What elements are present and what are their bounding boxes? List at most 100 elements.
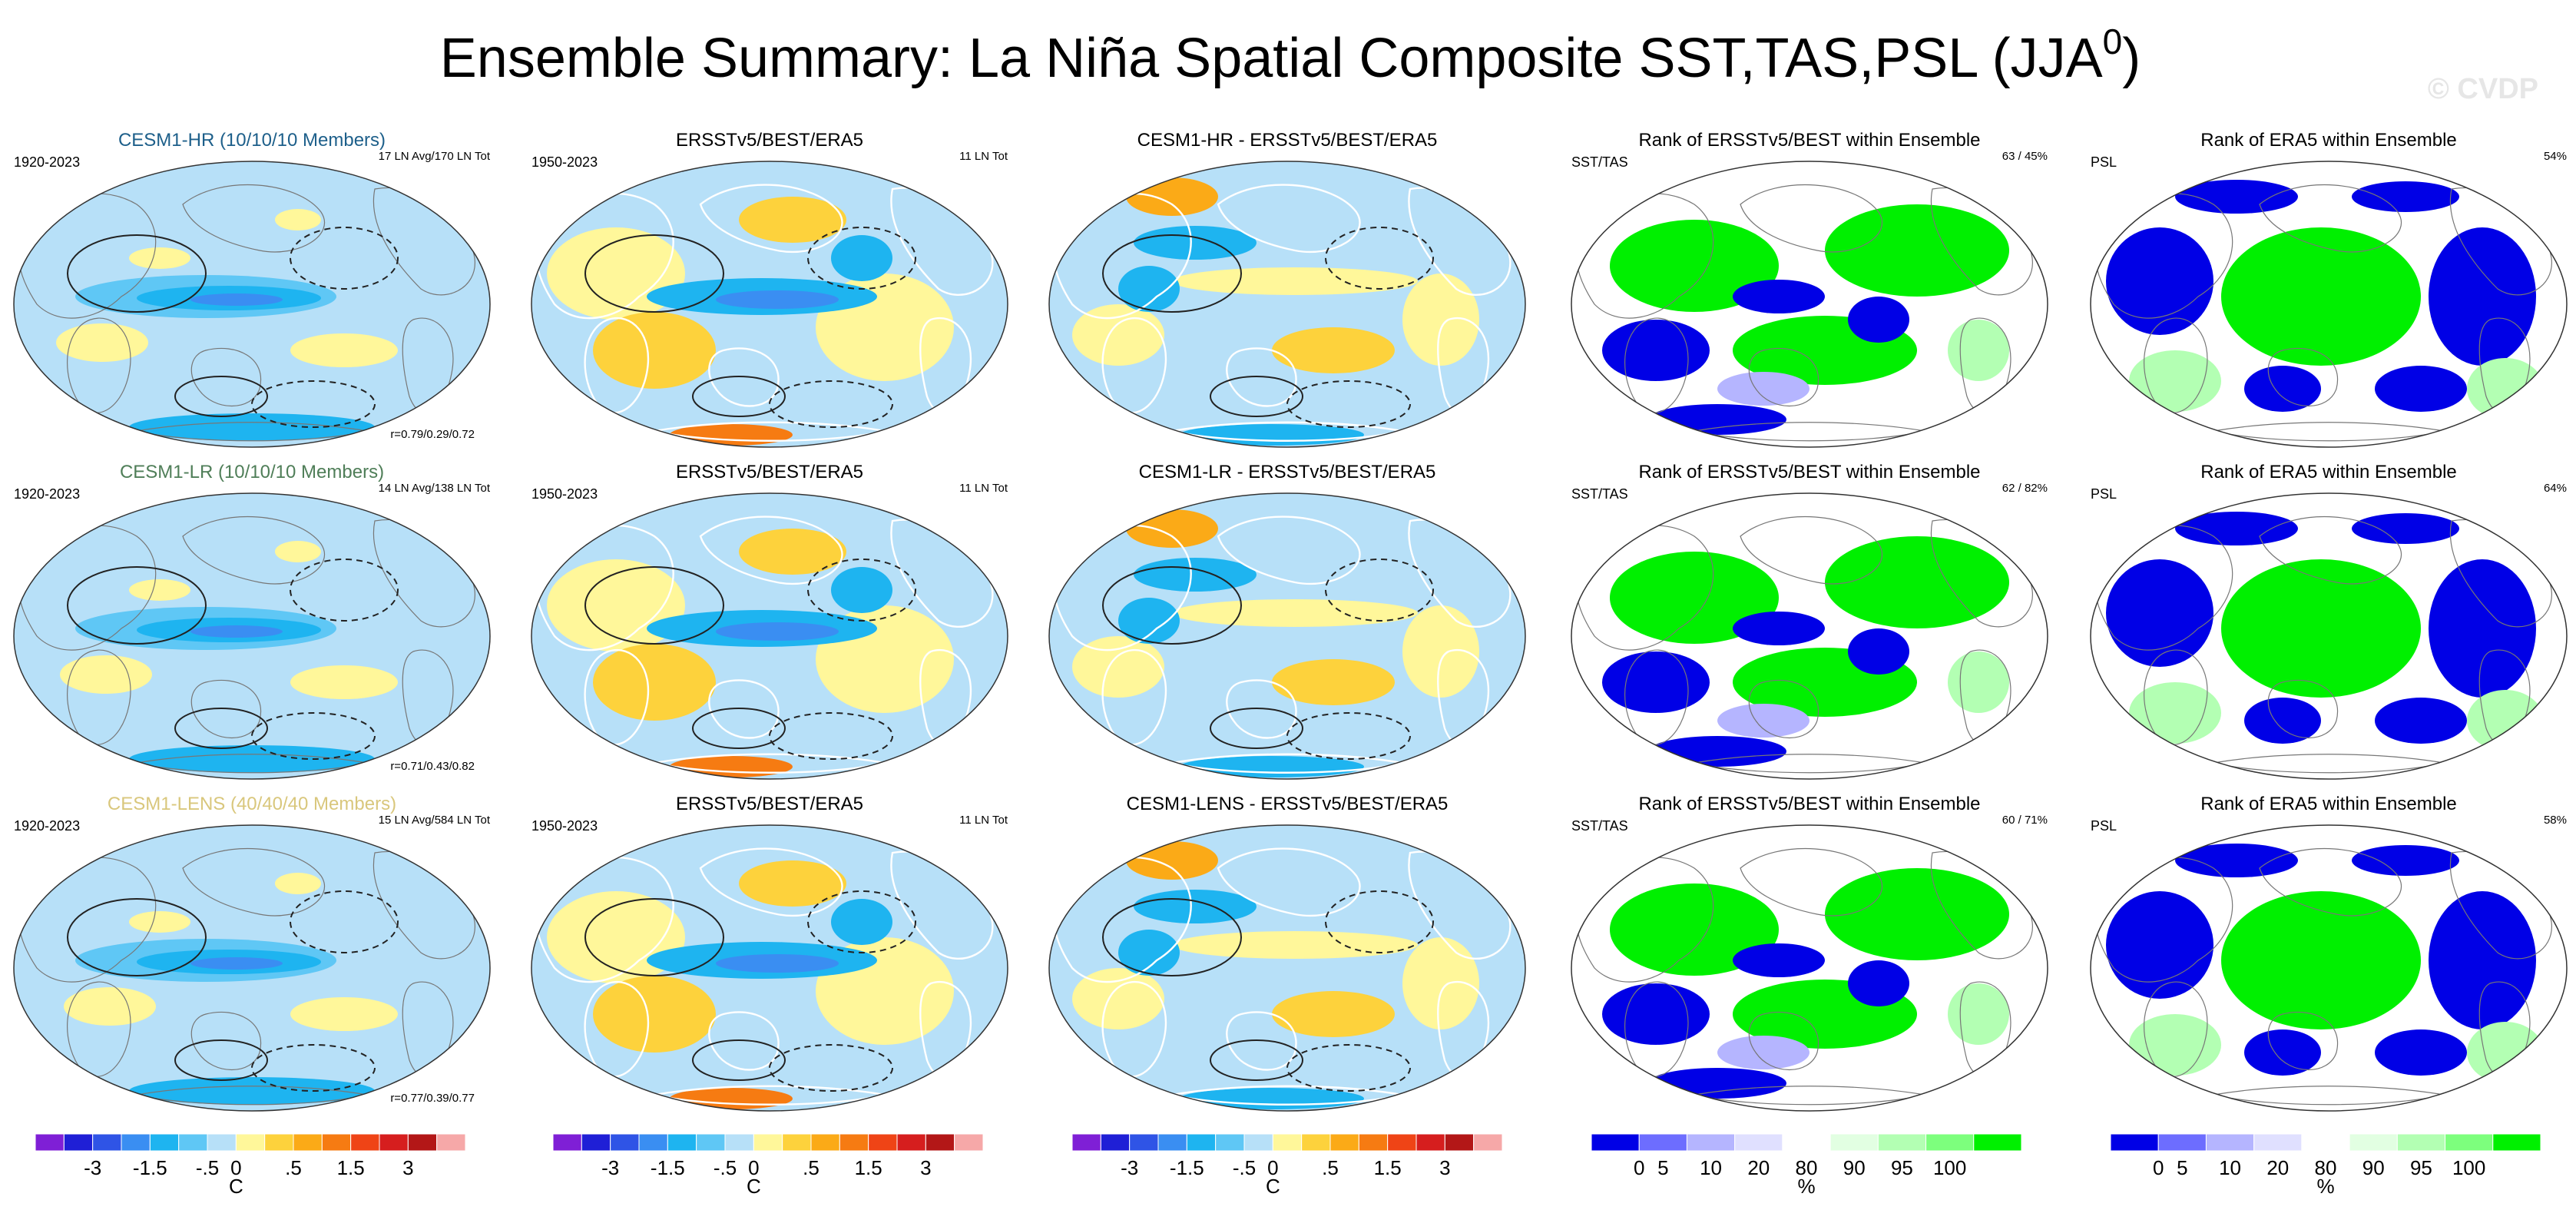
colorbar-box <box>1829 1133 1879 1152</box>
map-panel: Rank of ERSSTv5/BEST within Ensemble SST/… <box>1571 130 2048 448</box>
map-frame <box>531 161 1008 448</box>
colorbar-box <box>178 1133 208 1152</box>
colorbar-box <box>581 1133 611 1152</box>
anomaly-patch <box>1948 320 2009 381</box>
coastline <box>2259 516 2402 585</box>
psl-contour <box>1102 898 1242 976</box>
colorbar-box <box>696 1133 726 1152</box>
anomaly-patch <box>2175 180 2298 214</box>
panel-count-label: 11 LN Tot <box>959 814 1008 827</box>
coastline <box>699 184 843 254</box>
anomaly-patch <box>2106 891 2213 999</box>
colorbar-box <box>35 1133 65 1152</box>
anomaly-patch <box>1126 177 1218 216</box>
panel-period-label: 1950-2023 <box>531 486 598 502</box>
anomaly-patch <box>2467 690 2544 751</box>
anomaly-patch <box>2429 891 2536 1029</box>
psl-contour <box>174 708 268 749</box>
colorbar-box <box>1329 1133 1359 1152</box>
coastline <box>1748 1011 1819 1070</box>
psl-contour <box>584 898 724 976</box>
anomaly-patch <box>2106 227 2213 335</box>
anomaly-patch <box>739 529 846 575</box>
colorbar-tick-label: 5 <box>2177 1156 2187 1179</box>
anomaly-patch <box>593 312 716 389</box>
anomaly-patch <box>739 860 846 907</box>
anomaly-patch <box>1402 274 1479 366</box>
map-field <box>14 493 490 779</box>
colorbar-box <box>293 1133 323 1152</box>
colorbar-tick-label: 95 <box>1891 1156 1913 1179</box>
anomaly-patch <box>1848 960 1909 1006</box>
map-panel: Rank of ERA5 within Ensemble PSL 58% <box>2090 794 2568 1112</box>
coastline <box>182 184 326 253</box>
coastline <box>1226 679 1297 739</box>
panel-count-label: 64% <box>2544 482 2567 495</box>
anomaly-patch <box>2375 1029 2467 1076</box>
colorbar-tick-label: 0 <box>230 1156 241 1179</box>
anomaly-patch <box>56 323 148 362</box>
anomaly-patch <box>64 987 156 1026</box>
map-panel: ERSSTv5/BEST/ERA5 1950-2023 11 LN Tot <box>531 794 1008 1112</box>
panel-count-label: 54% <box>2544 150 2567 163</box>
colorbar-box <box>1415 1133 1445 1152</box>
map-field <box>2091 161 2567 447</box>
colorbar-box <box>207 1133 237 1152</box>
colorbar-tick-label: 80 <box>2315 1156 2337 1179</box>
map-frame <box>2090 824 2568 1112</box>
panel-period-label: 1920-2023 <box>14 486 80 502</box>
panel-title: Rank of ERA5 within Ensemble <box>2200 130 2457 151</box>
anomaly-patch <box>2375 366 2467 412</box>
rank-colorbar: 0 5 10 20 80 90 95 100% <box>1591 1133 2022 1198</box>
anomaly-patch <box>2352 845 2459 876</box>
coastline <box>190 1011 262 1070</box>
anomaly-patch <box>129 247 190 269</box>
anomaly-patch <box>1602 320 1710 381</box>
coastline <box>1624 649 1689 745</box>
panel-period-label: 1950-2023 <box>531 818 598 834</box>
psl-contour <box>1102 566 1242 645</box>
coastline <box>1101 317 1167 414</box>
panel-period-label: PSL <box>2091 818 2117 834</box>
map-field <box>531 825 1008 1111</box>
coastline <box>708 679 780 739</box>
panel-count-label: 60 / 71% <box>2002 814 2048 827</box>
anomaly-patch <box>1272 327 1395 373</box>
anomaly-patch <box>1134 226 1257 260</box>
colorbar-box <box>2110 1133 2159 1152</box>
anomaly-patch <box>1825 204 2009 297</box>
coastline <box>1740 516 1883 585</box>
map-panel: CESM1-HR - ERSSTv5/BEST/ERA5 <box>1048 130 1526 448</box>
colorbar-box <box>638 1133 668 1152</box>
panel-period-label: 1920-2023 <box>14 818 80 834</box>
psl-contour <box>807 227 916 290</box>
panel-title: CESM1-HR (10/10/10 Members) <box>118 130 386 151</box>
psl-contour <box>584 234 724 313</box>
anomaly-patch <box>2429 227 2536 366</box>
coastline <box>1740 184 1883 253</box>
anomaly-patch <box>2221 891 2421 1029</box>
coastline <box>2267 1011 2339 1070</box>
map-panel: Rank of ERA5 within Ensemble PSL 54% <box>2090 130 2568 448</box>
psl-contour <box>290 227 399 290</box>
anomaly-patch <box>2467 1022 2544 1083</box>
panel-title: Rank of ERSSTv5/BEST within Ensemble <box>1638 462 1980 482</box>
colorbar-unit: % <box>2316 1175 2334 1198</box>
map-frame <box>1048 492 1526 780</box>
colorbar-box <box>1473 1133 1503 1152</box>
psl-contour <box>290 559 399 622</box>
anomaly-patch <box>1172 267 1418 295</box>
colorbar-box <box>2301 1133 2350 1152</box>
anomaly-patch <box>1134 890 1257 923</box>
colorbar-box <box>954 1133 984 1152</box>
anomaly-patch <box>129 579 190 601</box>
colorbar-box <box>1444 1133 1475 1152</box>
figure-title: Ensemble Summary: La Niña Spatial Compos… <box>440 22 2141 89</box>
panel-period-label: PSL <box>2091 486 2117 502</box>
colorbar-tick-label: -3 <box>601 1156 619 1179</box>
colorbar-tick-label: 1.5 <box>337 1156 365 1179</box>
colorbar-tick-label: 1.5 <box>855 1156 882 1179</box>
psl-contour <box>807 559 916 622</box>
coastline <box>1101 649 1167 746</box>
